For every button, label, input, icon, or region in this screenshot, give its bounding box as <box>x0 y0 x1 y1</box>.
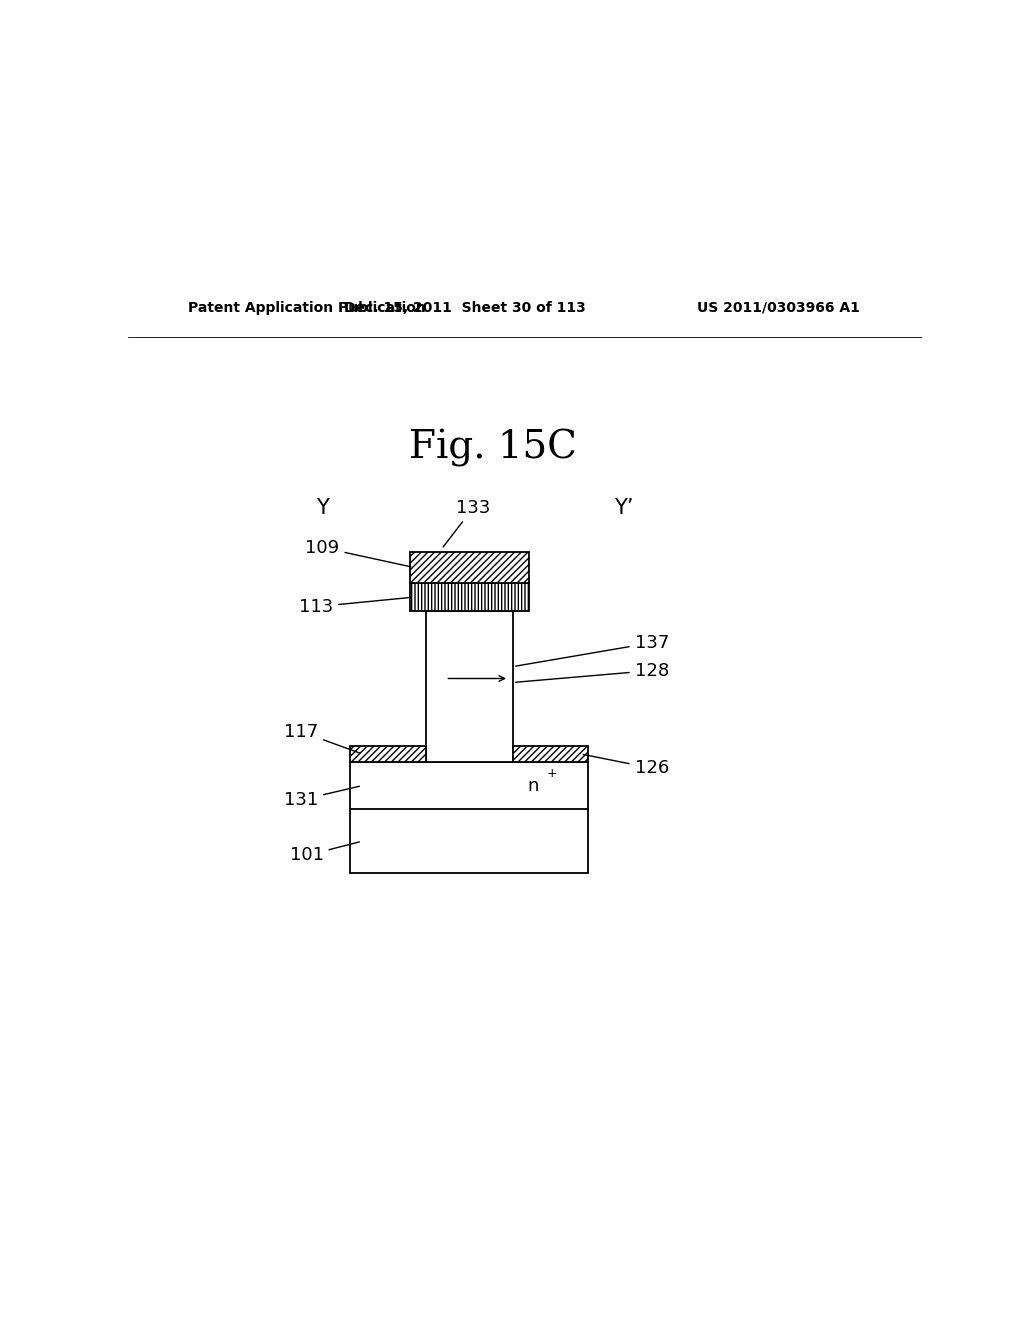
Text: 117: 117 <box>284 722 359 752</box>
Text: 113: 113 <box>299 598 411 615</box>
Bar <box>513 746 588 762</box>
Text: +: + <box>547 767 557 780</box>
Text: n: n <box>527 776 539 795</box>
Bar <box>350 746 426 762</box>
Text: Fig. 15C: Fig. 15C <box>410 429 577 467</box>
Bar <box>410 583 528 611</box>
Text: 137: 137 <box>516 634 669 667</box>
Text: 131: 131 <box>284 787 359 809</box>
Text: 133: 133 <box>443 499 490 546</box>
Text: Dec. 15, 2011  Sheet 30 of 113: Dec. 15, 2011 Sheet 30 of 113 <box>344 301 586 315</box>
Bar <box>350 762 588 873</box>
Text: 128: 128 <box>516 661 669 682</box>
Text: Y: Y <box>316 498 329 517</box>
Text: 101: 101 <box>290 842 359 865</box>
Text: US 2011/0303966 A1: US 2011/0303966 A1 <box>697 301 860 315</box>
Text: Y’: Y’ <box>614 498 634 517</box>
Bar <box>426 611 513 762</box>
Text: 126: 126 <box>583 755 669 777</box>
Text: 109: 109 <box>305 539 411 566</box>
Bar <box>410 552 528 583</box>
Text: Patent Application Publication: Patent Application Publication <box>187 301 425 315</box>
